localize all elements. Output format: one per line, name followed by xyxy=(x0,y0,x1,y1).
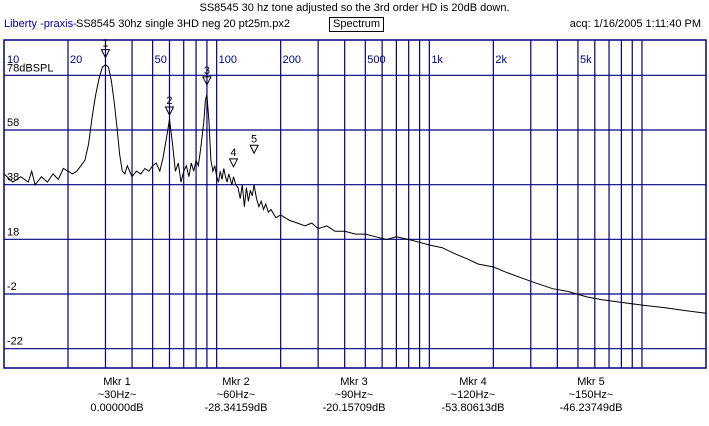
marker-frequency: ~90Hz~ xyxy=(334,389,374,401)
chart-title: SS8545 30 hz tone adjusted so the 3rd or… xyxy=(199,2,510,14)
marker-label: 1 xyxy=(102,38,108,50)
file-name: SS8545 30hz single 3HD neg 20 pt25m.px2 xyxy=(76,18,291,30)
marker-frequency: ~30Hz~ xyxy=(97,389,137,401)
x-tick-label: 1k xyxy=(431,54,443,66)
marker-name: Mkr 1 xyxy=(103,376,131,388)
y-tick-label: 58 xyxy=(7,117,19,129)
marker-value: -20.15709dB xyxy=(322,402,386,414)
marker-name: Mkr 3 xyxy=(340,376,368,388)
plot-frame xyxy=(3,39,707,369)
acquisition-time: acq: 1/16/2005 1:11:40 PM xyxy=(569,18,701,30)
x-tick-label: 100 xyxy=(219,54,237,66)
marker-label: 3 xyxy=(204,65,210,77)
view-mode-button[interactable]: Spectrum xyxy=(329,17,385,32)
x-tick-label: 10 xyxy=(7,54,19,66)
y-tick-label: -22 xyxy=(7,336,23,348)
x-tick-label: 5k xyxy=(580,54,592,66)
spectrum-trace xyxy=(3,63,707,314)
marker-triangle xyxy=(249,144,259,155)
marker-frequency: ~120Hz~ xyxy=(450,389,496,401)
x-tick-label: 500 xyxy=(367,54,385,66)
marker-triangle xyxy=(228,158,239,169)
marker-name: Mkr 2 xyxy=(222,376,250,388)
marker-frequency: ~150Hz~ xyxy=(568,389,614,401)
marker-frequency: ~60Hz~ xyxy=(216,389,256,401)
marker-name: Mkr 5 xyxy=(577,376,605,388)
x-tick-label: 200 xyxy=(283,54,301,66)
y-tick-label: 78dBSPL xyxy=(7,62,53,74)
marker-triangle xyxy=(202,76,212,87)
marker-name: Mkr 4 xyxy=(459,376,487,388)
marker-value: -53.80613dB xyxy=(441,402,505,414)
marker-label: 2 xyxy=(166,95,172,107)
x-tick-label: 20 xyxy=(70,54,82,66)
marker-triangle xyxy=(164,106,175,117)
marker-readout-3: Mkr 3 ~90Hz~ -20.15709dB xyxy=(309,376,399,415)
marker-value: 0.00000dB xyxy=(90,402,144,414)
y-tick-label: 38 xyxy=(7,172,19,184)
marker-readout-1: Mkr 1 ~30Hz~ 0.00000dB xyxy=(72,376,162,415)
marker-value: -28.34159dB xyxy=(204,402,268,414)
y-tick-label: -2 xyxy=(7,281,17,293)
x-tick-label: 50 xyxy=(155,54,167,66)
marker-value: -46.23749dB xyxy=(559,402,623,414)
x-tick-label: 2k xyxy=(495,54,507,66)
marker-triangle xyxy=(100,49,111,59)
marker-readout-2: Mkr 2 ~60Hz~ -28.34159dB xyxy=(191,376,281,415)
marker-readout-5: Mkr 5 ~150Hz~ -46.23749dB xyxy=(546,376,636,415)
app-name: Liberty -praxis- xyxy=(4,18,77,30)
marker-label: 4 xyxy=(230,147,236,159)
marker-label: 5 xyxy=(251,133,257,145)
y-tick-label: 18 xyxy=(7,226,19,238)
marker-readout-4: Mkr 4 ~120Hz~ -53.80613dB xyxy=(428,376,518,415)
